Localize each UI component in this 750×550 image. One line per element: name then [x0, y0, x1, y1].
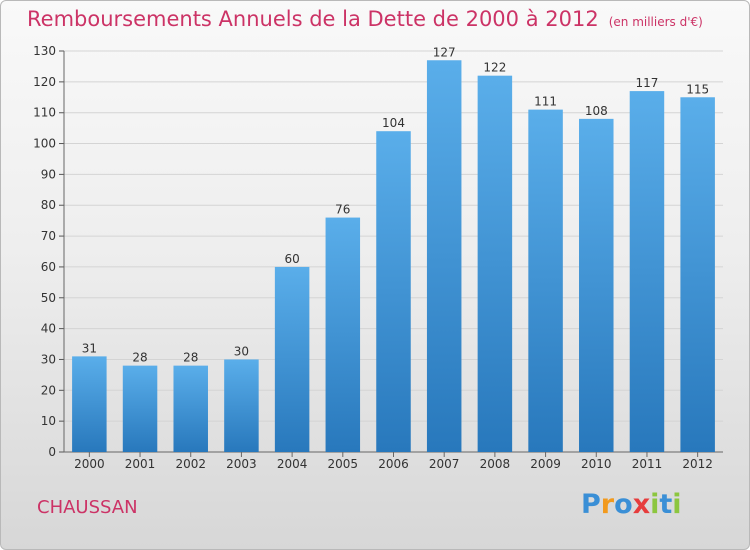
x-tick-label: 2012	[682, 457, 713, 471]
chart-title: Remboursements Annuels de la Dette de 20…	[27, 7, 703, 31]
y-tick-label: 50	[41, 291, 56, 305]
x-tick-label: 2011	[632, 457, 663, 471]
data-label: 117	[636, 76, 659, 90]
bar	[426, 60, 462, 452]
bar	[477, 75, 513, 452]
logo-letter: r	[600, 489, 615, 520]
y-tick-label: 120	[33, 75, 56, 89]
y-tick-label: 60	[41, 260, 56, 274]
data-label: 115	[686, 82, 709, 96]
x-tick-label: 2003	[226, 457, 257, 471]
proxiti-logo: Proxiti	[581, 489, 682, 520]
commune-name: CHAUSSAN	[37, 497, 138, 518]
bar	[629, 91, 665, 452]
bar	[579, 118, 614, 452]
y-tick-label: 100	[33, 137, 56, 151]
x-tick-label: 2007	[429, 457, 460, 471]
logo-letter: x	[632, 489, 651, 520]
data-label: 76	[335, 203, 350, 217]
x-tick-label: 2008	[480, 457, 511, 471]
data-label: 108	[585, 104, 608, 118]
x-tick-label: 2005	[328, 457, 359, 471]
y-tick-label: 70	[41, 229, 56, 243]
y-tick-label: 10	[41, 414, 56, 428]
bar	[173, 365, 208, 452]
y-tick-label: 30	[41, 352, 56, 366]
x-tick-label: 2002	[175, 457, 206, 471]
logo-letter: i	[672, 489, 682, 520]
bar	[325, 217, 361, 452]
y-tick-label: 40	[41, 322, 56, 336]
logo-letter: P	[581, 489, 601, 520]
data-label: 28	[132, 351, 147, 365]
bar	[72, 356, 107, 452]
data-label: 28	[183, 351, 198, 365]
bar	[528, 109, 563, 452]
bar	[224, 359, 259, 452]
chart-unit-label: (en milliers d'€)	[608, 15, 703, 29]
x-tick-label: 2001	[125, 457, 156, 471]
data-label: 30	[234, 344, 249, 358]
y-tick-label: 20	[41, 383, 56, 397]
y-tick-label: 80	[41, 198, 56, 212]
x-tick-label: 2000	[74, 457, 105, 471]
x-tick-label: 2009	[530, 457, 561, 471]
y-tick-label: 0	[48, 445, 56, 459]
y-tick-label: 130	[33, 44, 56, 58]
logo-letter: t	[659, 489, 673, 520]
bar	[122, 365, 158, 452]
x-tick-label: 2010	[581, 457, 612, 471]
logo-letter: i	[650, 489, 660, 520]
data-label: 122	[483, 61, 506, 75]
bar	[680, 97, 715, 453]
y-tick-label: 90	[41, 167, 56, 181]
data-label: 127	[433, 45, 456, 59]
chart-title-text: Remboursements Annuels de la Dette de 20…	[27, 7, 599, 31]
x-tick-label: 2006	[378, 457, 409, 471]
y-tick-label: 110	[33, 106, 56, 120]
bar	[376, 131, 411, 452]
data-label: 31	[82, 341, 97, 355]
bar	[274, 266, 310, 452]
x-tick-label: 2004	[277, 457, 308, 471]
data-label: 60	[284, 252, 299, 266]
data-label: 104	[382, 116, 405, 130]
data-label: 111	[534, 95, 557, 109]
logo-letter: o	[614, 489, 633, 520]
